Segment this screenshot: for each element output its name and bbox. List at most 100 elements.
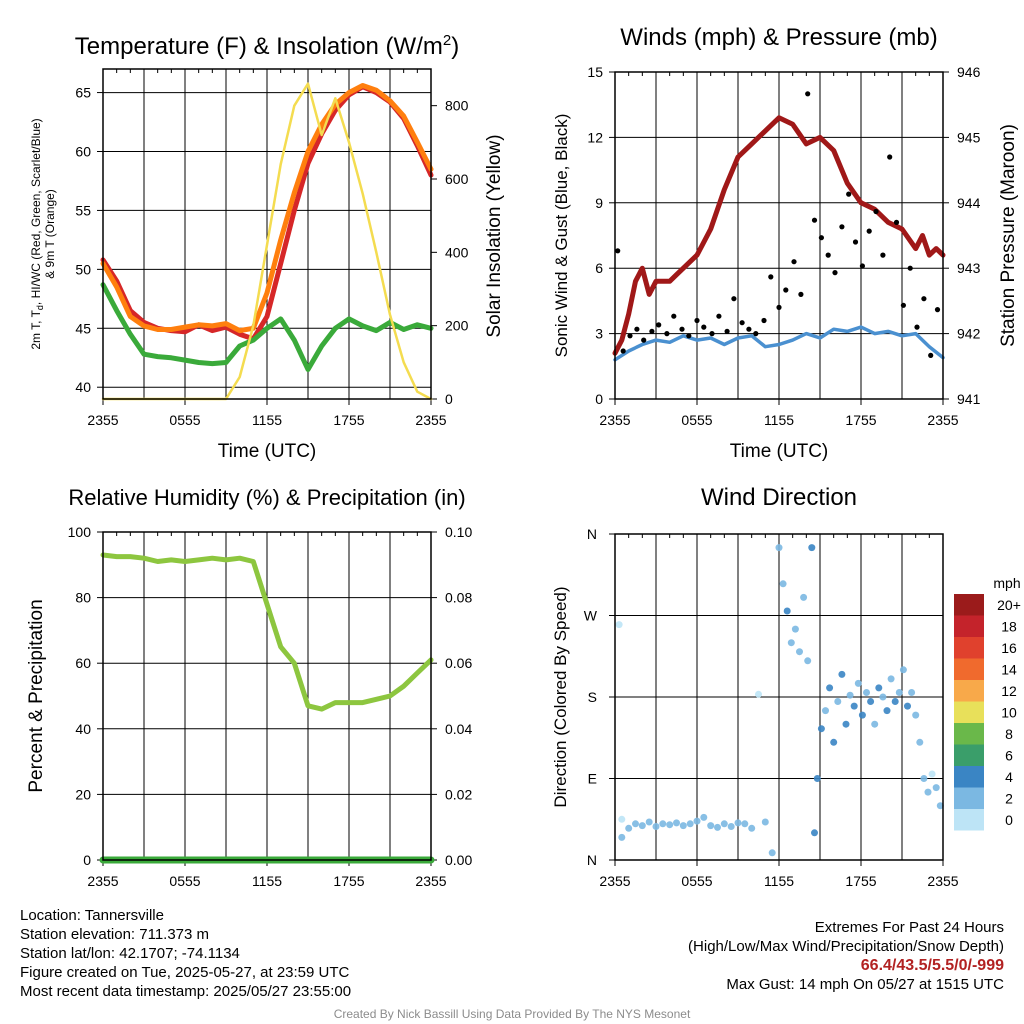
direction-point xyxy=(727,823,735,830)
direction-point xyxy=(928,770,936,778)
created-text: Figure created on Tue, 2025-05-27, at 23… xyxy=(20,964,350,981)
gust-point xyxy=(761,317,767,324)
colorbar-swatch xyxy=(954,658,984,680)
y-tick-label: N xyxy=(587,526,597,542)
direction-point xyxy=(796,648,803,656)
y2-tick-label: 0 xyxy=(445,391,453,407)
direction-point xyxy=(850,702,858,710)
direction-point xyxy=(858,711,866,719)
chart-title: Temperature (F) & Insolation (W/m2) xyxy=(75,32,459,60)
colorbar-label: 20+ xyxy=(997,597,1021,613)
direction-point xyxy=(863,689,870,696)
direction-point xyxy=(618,815,626,823)
gust-point xyxy=(709,331,715,337)
chart-title: Winds (mph) & Pressure (mb) xyxy=(620,24,937,51)
gust-point xyxy=(839,224,845,230)
gust-point xyxy=(768,274,774,280)
colorbar-swatch xyxy=(954,594,984,616)
gust-point xyxy=(739,320,745,326)
gust-point xyxy=(832,270,838,276)
y2-tick-label: 0.00 xyxy=(445,852,472,868)
gust-point xyxy=(921,296,927,302)
panel-2 xyxy=(614,71,944,405)
x-tick-label: 1155 xyxy=(252,412,282,428)
direction-point xyxy=(666,821,674,829)
gust-point xyxy=(679,326,685,332)
direction-point xyxy=(826,684,834,692)
y2-tick-label: 942 xyxy=(957,326,981,342)
direction-point xyxy=(734,819,742,827)
x-tick-label: 1755 xyxy=(333,412,364,428)
series-9m-t xyxy=(100,83,434,334)
gust-point xyxy=(852,239,859,245)
gust-point xyxy=(746,326,752,332)
direction-point xyxy=(920,775,928,782)
y2-tick-label: 945 xyxy=(957,129,981,145)
direction-point xyxy=(804,657,812,665)
gust-point xyxy=(893,219,900,225)
direction-point xyxy=(883,707,891,715)
y-tick-label: 60 xyxy=(75,144,91,160)
gust-point xyxy=(811,217,818,223)
plot-frame xyxy=(614,71,944,400)
gust-point xyxy=(671,313,677,319)
direction-point xyxy=(838,670,846,678)
direction-point xyxy=(775,544,783,552)
x-tick-label: 1155 xyxy=(764,412,794,428)
gust-point xyxy=(880,252,886,258)
gust-point xyxy=(859,263,866,269)
gust-point xyxy=(846,191,852,197)
colorbar-label: 4 xyxy=(1005,769,1013,785)
colorbar-swatch xyxy=(954,615,984,637)
gust-point xyxy=(716,313,722,319)
direction-point xyxy=(891,698,899,705)
y2-tick-label: 0.04 xyxy=(445,721,472,737)
y-tick-label: 40 xyxy=(75,379,91,395)
y2-axis-label: Solar Insolation (Yellow) xyxy=(484,134,505,337)
colorbar-label: 0 xyxy=(1005,812,1013,828)
direction-point xyxy=(741,820,749,828)
x-tick-label: 0555 xyxy=(169,873,200,889)
colorbar-label: 2 xyxy=(1005,791,1013,807)
direction-point xyxy=(908,689,916,696)
y2-tick-label: 200 xyxy=(445,318,469,334)
gust-point xyxy=(783,287,789,293)
direction-point xyxy=(867,698,875,705)
direction-point xyxy=(625,824,633,832)
direction-point xyxy=(916,738,924,746)
colorbar-label: 10 xyxy=(1001,705,1017,721)
colorbar-swatch xyxy=(954,809,984,831)
chart-title: Wind Direction xyxy=(701,484,857,511)
y2-tick-label: 400 xyxy=(445,244,469,260)
direction-point xyxy=(842,720,850,728)
elevation-text: Station elevation: 711.373 m xyxy=(20,926,210,943)
direction-point xyxy=(693,817,701,825)
direction-point xyxy=(615,621,623,629)
gust-point xyxy=(934,307,941,313)
gust-point xyxy=(907,265,913,271)
gust-point xyxy=(641,337,647,343)
y-tick-label: S xyxy=(588,689,597,705)
chart-title: Relative Humidity (%) & Precipitation (i… xyxy=(68,485,465,510)
direction-point xyxy=(924,788,932,796)
direction-point xyxy=(755,690,762,698)
x-tick-label: 0555 xyxy=(681,873,712,889)
gust-point xyxy=(818,235,825,241)
direction-point xyxy=(936,802,944,810)
direction-point xyxy=(932,784,940,792)
latlon-text: Station lat/lon: 42.1707; -74.1134 xyxy=(20,945,240,962)
x-axis-label: Time (UTC) xyxy=(218,441,317,462)
gust-point xyxy=(649,328,655,334)
y-tick-label: 12 xyxy=(587,129,603,145)
gust-point xyxy=(928,352,934,358)
direction-point xyxy=(645,818,653,826)
y-tick-label: 100 xyxy=(68,524,92,540)
y2-tick-label: 0.10 xyxy=(445,524,472,540)
direction-point xyxy=(707,822,715,830)
x-tick-label: 2355 xyxy=(599,412,630,428)
gust-point xyxy=(634,326,640,332)
x-tick-label: 1155 xyxy=(252,873,282,889)
direction-point xyxy=(895,689,903,696)
direction-point xyxy=(808,544,816,552)
